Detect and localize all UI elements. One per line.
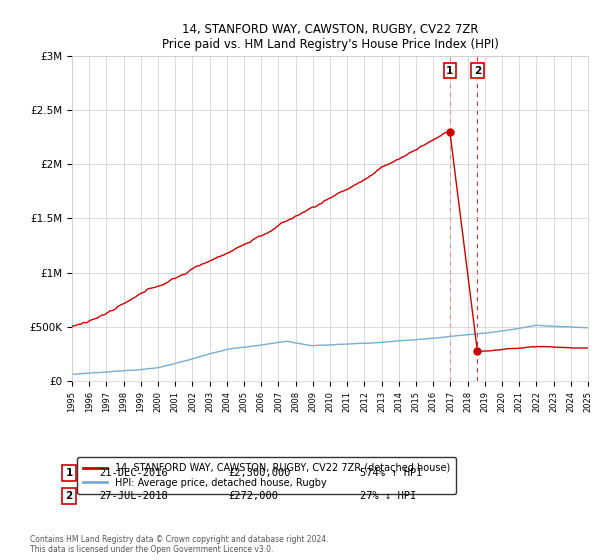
Title: 14, STANFORD WAY, CAWSTON, RUGBY, CV22 7ZR
Price paid vs. HM Land Registry's Hou: 14, STANFORD WAY, CAWSTON, RUGBY, CV22 7… xyxy=(161,22,499,50)
Text: £2,300,000: £2,300,000 xyxy=(228,468,290,478)
Text: 27-JUL-2018: 27-JUL-2018 xyxy=(99,491,168,501)
Text: 2: 2 xyxy=(474,66,481,76)
Text: 21-DEC-2016: 21-DEC-2016 xyxy=(99,468,168,478)
Text: 2: 2 xyxy=(65,491,73,501)
Text: 1: 1 xyxy=(446,66,454,76)
Text: £272,000: £272,000 xyxy=(228,491,278,501)
Text: Contains HM Land Registry data © Crown copyright and database right 2024.
This d: Contains HM Land Registry data © Crown c… xyxy=(30,535,329,554)
Text: 1: 1 xyxy=(65,468,73,478)
Text: 27% ↓ HPI: 27% ↓ HPI xyxy=(360,491,416,501)
Text: 574% ↑ HPI: 574% ↑ HPI xyxy=(360,468,422,478)
Legend: 14, STANFORD WAY, CAWSTON, RUGBY, CV22 7ZR (detached house), HPI: Average price,: 14, STANFORD WAY, CAWSTON, RUGBY, CV22 7… xyxy=(77,457,456,494)
